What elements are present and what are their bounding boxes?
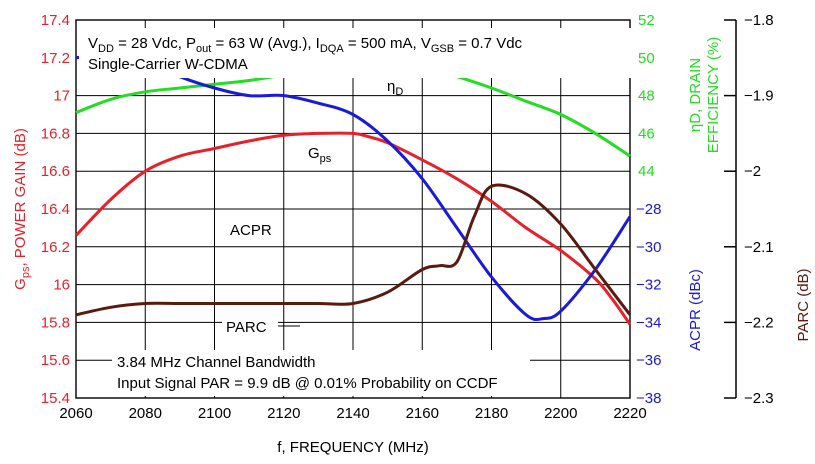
x-tick-label: 2080 [129,405,162,422]
conditions-box [79,28,635,78]
plot-border [75,19,631,399]
parc-tick-label: −1.8 [744,12,774,29]
x-tick-label: 2160 [406,405,439,422]
efficiency-axis-title: ηD, DRAINEFFICIENCY (%) [687,37,722,153]
bandwidth-box [112,350,530,396]
bandwidth-line1: 3.84 MHz Channel Bandwidth [117,354,315,371]
parc-tick-label: −2.2 [744,314,774,331]
conditions-line2: Single-Carrier W-CDMA [88,56,248,73]
parc-tick-label: −2 [744,163,761,180]
label-parc: PARC [226,319,267,336]
acpr-axis-title: ACPR (dBc) [687,269,704,351]
x-tick-label: 2180 [475,405,508,422]
label-gps: Gps [308,145,332,165]
x-tick-label: 2220 [613,405,646,422]
acpr-tick-label: −30 [636,239,661,256]
axis-titles: f, FREQUENCY (MHz) Gps, POWER GAIN (dB) ηD… [12,37,812,456]
series-line-gain [74,131,632,326]
bandwidth-line2: Input Signal PAR = 9.9 dB @ 0.01% Probab… [117,375,498,392]
series-labels: ηD Gps ACPR PARC [222,78,403,336]
acpr-tick-label: −28 [636,201,661,218]
acpr-tick-label: −36 [636,352,661,369]
efficiency-tick-label: 50 [638,50,655,67]
conditions-line1: VDD = 28 Vdc, Pout = 63 W (Avg.), IDQA =… [88,35,523,55]
x-tick-label: 2120 [267,405,300,422]
x-axis-title: f, FREQUENCY (MHz) [277,439,428,456]
acpr-tick-label: −34 [636,314,661,331]
parc-tick-label: −2.3 [744,390,774,407]
label-acpr: ACPR [230,222,272,239]
gain-axis-title: Gps, POWER GAIN (dB) [12,128,32,290]
gain-tick-label: 16.4 [41,201,70,218]
gain-tick-label: 17.4 [41,12,70,29]
gain-tick-label: 15.4 [41,390,70,407]
x-tick-label: 2140 [336,405,369,422]
parc-tick-label: −1.9 [744,88,774,105]
efficiency-tick-label: 44 [638,163,655,180]
x-tick-label: 2200 [544,405,577,422]
x-tick-label: 2060 [59,405,92,422]
efficiency-tick-label: 48 [638,88,655,105]
parc-axis-title: PARC (dB) [795,268,812,341]
x-tick-label: 2100 [198,405,231,422]
gain-tick-label: 16.2 [41,239,70,256]
gain-tick-label: 17.2 [41,50,70,67]
efficiency-tick-label: 46 [638,125,655,142]
gain-tick-label: 15.6 [41,352,70,369]
gain-tick-label: 16.6 [41,163,70,180]
efficiency-tick-label: 52 [638,12,655,29]
gain-tick-label: 16.8 [41,125,70,142]
series-line-parc [75,183,632,317]
plot-frame [75,19,631,399]
label-parc-bg [222,316,278,336]
parc-tick-label: −2.1 [744,239,774,256]
label-eta-d: ηD [387,78,403,98]
acpr-tick-label: −32 [636,277,661,294]
gain-tick-label: 15.8 [41,314,70,331]
gain-tick-label: 17 [53,88,70,105]
tick-labels: 2060 2080 2100 2120 2140 2160 2180 2200 2220 17.4… [41,12,662,422]
acpr-tick-label: −38 [636,390,661,407]
gain-tick-label: 16 [53,277,70,294]
parc-axis: −1.8 −1.9 −2 −2.1 −2.2 −2.3 [724,12,774,407]
